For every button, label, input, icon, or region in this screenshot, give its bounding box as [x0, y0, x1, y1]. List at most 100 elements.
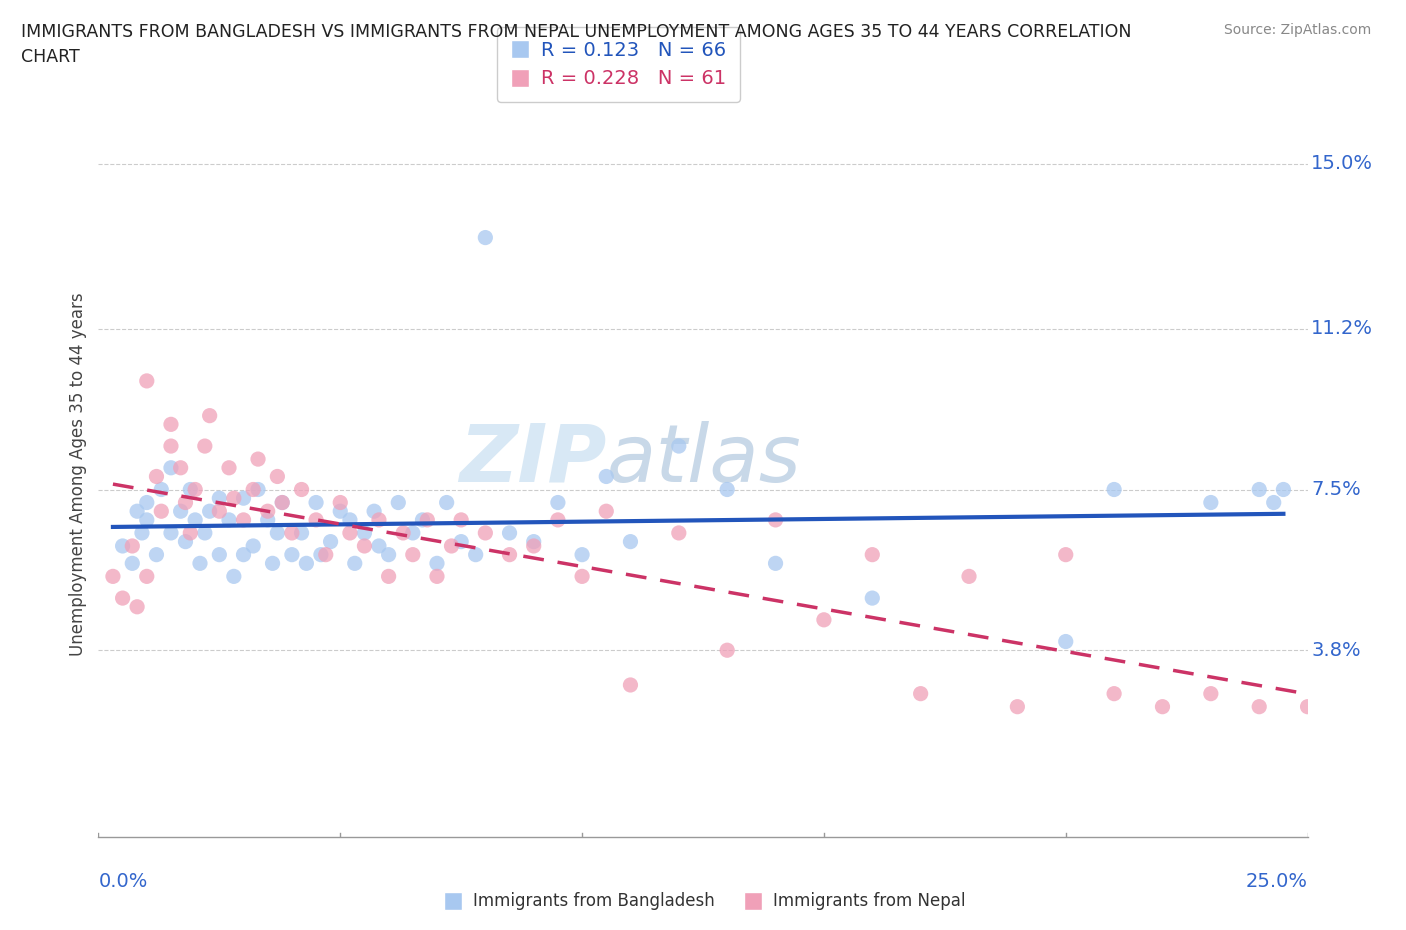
Text: Source: ZipAtlas.com: Source: ZipAtlas.com — [1223, 23, 1371, 37]
Point — [353, 525, 375, 540]
Point — [392, 525, 415, 540]
Point — [218, 460, 240, 475]
Text: 25.0%: 25.0% — [1246, 871, 1308, 891]
Point — [363, 504, 385, 519]
Point — [319, 534, 342, 549]
Point — [256, 504, 278, 519]
Legend: Immigrants from Bangladesh, Immigrants from Nepal: Immigrants from Bangladesh, Immigrants f… — [433, 885, 973, 917]
Point — [619, 678, 641, 693]
Point — [1249, 482, 1271, 497]
Point — [271, 495, 294, 510]
Point — [860, 591, 883, 605]
Point — [547, 512, 569, 527]
Point — [305, 495, 328, 510]
Point — [218, 512, 240, 527]
Point — [121, 556, 143, 571]
Point — [290, 482, 312, 497]
Point — [169, 460, 191, 475]
Point — [198, 504, 221, 519]
Point — [387, 495, 409, 510]
Point — [1102, 482, 1125, 497]
Point — [668, 439, 690, 454]
Point — [160, 460, 183, 475]
Point — [101, 569, 124, 584]
Point — [339, 525, 361, 540]
Point — [343, 556, 366, 571]
Point — [1054, 634, 1077, 649]
Point — [368, 538, 391, 553]
Point — [426, 556, 449, 571]
Text: 7.5%: 7.5% — [1312, 480, 1361, 499]
Point — [1199, 686, 1222, 701]
Point — [232, 547, 254, 562]
Point — [619, 534, 641, 549]
Point — [131, 525, 153, 540]
Point — [716, 643, 738, 658]
Point — [1007, 699, 1029, 714]
Point — [1054, 547, 1077, 562]
Point — [194, 525, 217, 540]
Point — [464, 547, 486, 562]
Point — [1249, 699, 1271, 714]
Point — [145, 547, 167, 562]
Point — [910, 686, 932, 701]
Point — [440, 538, 463, 553]
Point — [232, 512, 254, 527]
Point — [266, 525, 288, 540]
Point — [135, 569, 157, 584]
Point — [150, 504, 173, 519]
Point — [222, 569, 245, 584]
Point — [281, 525, 304, 540]
Point — [426, 569, 449, 584]
Point — [474, 525, 496, 540]
Point — [813, 612, 835, 627]
Point — [411, 512, 433, 527]
Point — [135, 512, 157, 527]
Point — [121, 538, 143, 553]
Point — [1199, 495, 1222, 510]
Point — [595, 469, 617, 484]
Point — [765, 512, 787, 527]
Point — [247, 482, 270, 497]
Point — [194, 439, 217, 454]
Text: 3.8%: 3.8% — [1312, 641, 1361, 659]
Point — [198, 408, 221, 423]
Point — [1296, 699, 1319, 714]
Point — [111, 591, 134, 605]
Point — [242, 482, 264, 497]
Point — [232, 491, 254, 506]
Point — [547, 495, 569, 510]
Point — [127, 599, 149, 614]
Point — [184, 482, 207, 497]
Point — [222, 491, 245, 506]
Point — [315, 547, 337, 562]
Point — [208, 547, 231, 562]
Point — [450, 512, 472, 527]
Point — [436, 495, 458, 510]
Point — [111, 538, 134, 553]
Point — [150, 482, 173, 497]
Point — [188, 556, 211, 571]
Point — [1102, 686, 1125, 701]
Point — [523, 538, 546, 553]
Point — [1152, 699, 1174, 714]
Point — [160, 417, 183, 432]
Point — [368, 512, 391, 527]
Point — [309, 547, 332, 562]
Point — [402, 525, 425, 540]
Point — [474, 230, 496, 245]
Point — [571, 547, 593, 562]
Point — [179, 525, 201, 540]
Point — [262, 556, 284, 571]
Point — [571, 569, 593, 584]
Point — [290, 525, 312, 540]
Point — [242, 538, 264, 553]
Point — [184, 512, 207, 527]
Point — [377, 547, 399, 562]
Point — [247, 452, 270, 467]
Point — [160, 439, 183, 454]
Point — [127, 504, 149, 519]
Point — [498, 547, 520, 562]
Text: 15.0%: 15.0% — [1312, 154, 1374, 173]
Point — [208, 504, 231, 519]
